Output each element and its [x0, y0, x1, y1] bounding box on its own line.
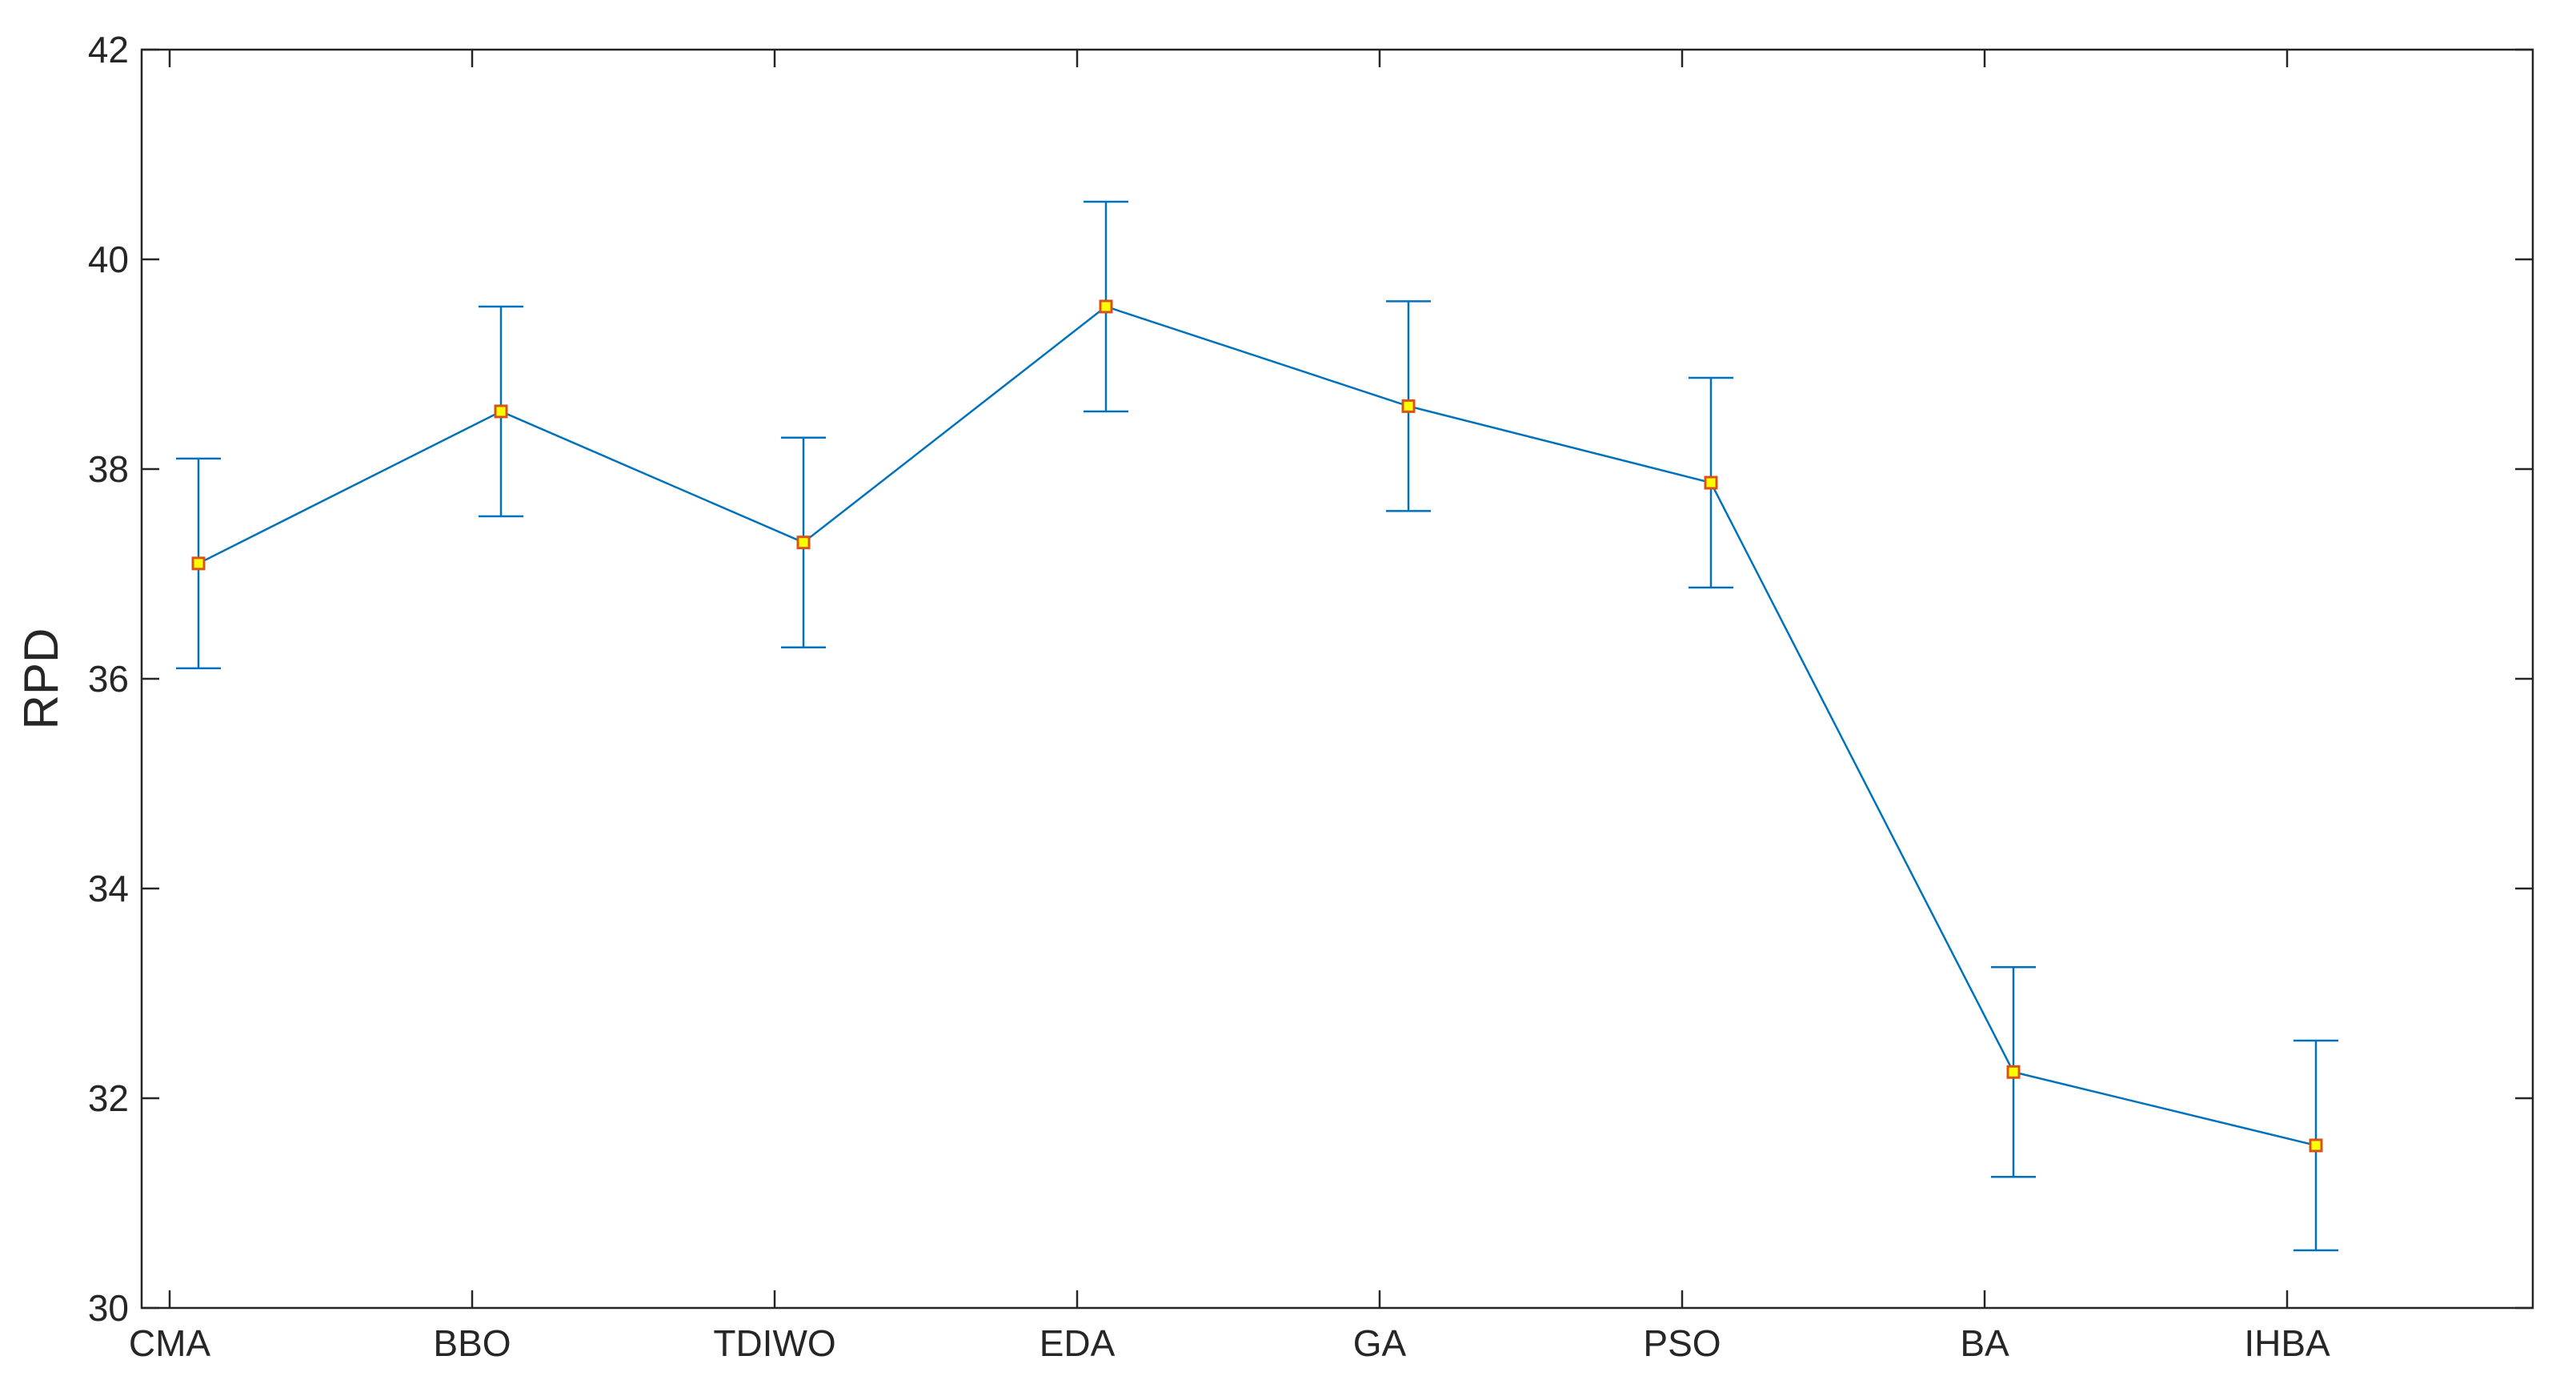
y-tick-label: 30: [88, 1287, 129, 1329]
x-tick-label: BA: [1960, 1322, 2009, 1364]
axes-frame: [140, 48, 2534, 1310]
data-marker: [2309, 1138, 2323, 1153]
data-marker: [796, 536, 811, 550]
x-tick-label: EDA: [1040, 1322, 1116, 1364]
data-marker: [2006, 1065, 2021, 1079]
x-tick-label: TDIWO: [713, 1322, 835, 1364]
tick-labels: 30 32 34 36 38 40 42 CMA BBO TDIWO EDA GA PSO BA IHBA: [88, 29, 2330, 1364]
series-line: [198, 305, 2317, 1147]
data-marker: [1099, 299, 1113, 314]
y-tick-label: 36: [88, 658, 129, 700]
x-tick-label: IHBA: [2244, 1322, 2330, 1364]
x-tick-label: PSO: [1643, 1322, 1721, 1364]
data-marker: [494, 404, 508, 419]
plot-area: [142, 50, 2533, 1308]
y-tick-label: 34: [88, 868, 129, 909]
y-tick-label: 32: [88, 1077, 129, 1119]
data-marker: [1401, 399, 1416, 413]
x-tick-label: CMA: [129, 1322, 211, 1364]
y-tick-label: 42: [88, 29, 129, 70]
data-series: [176, 200, 2338, 1252]
data-marker: [191, 556, 206, 571]
x-tick-label: GA: [1353, 1322, 1407, 1364]
y-tick-label: 38: [88, 448, 129, 490]
x-tick-label: BBO: [433, 1322, 511, 1364]
y-tick-label: 40: [88, 239, 129, 280]
y-axis-label: RPD: [14, 628, 68, 730]
data-marker: [1704, 475, 1718, 490]
